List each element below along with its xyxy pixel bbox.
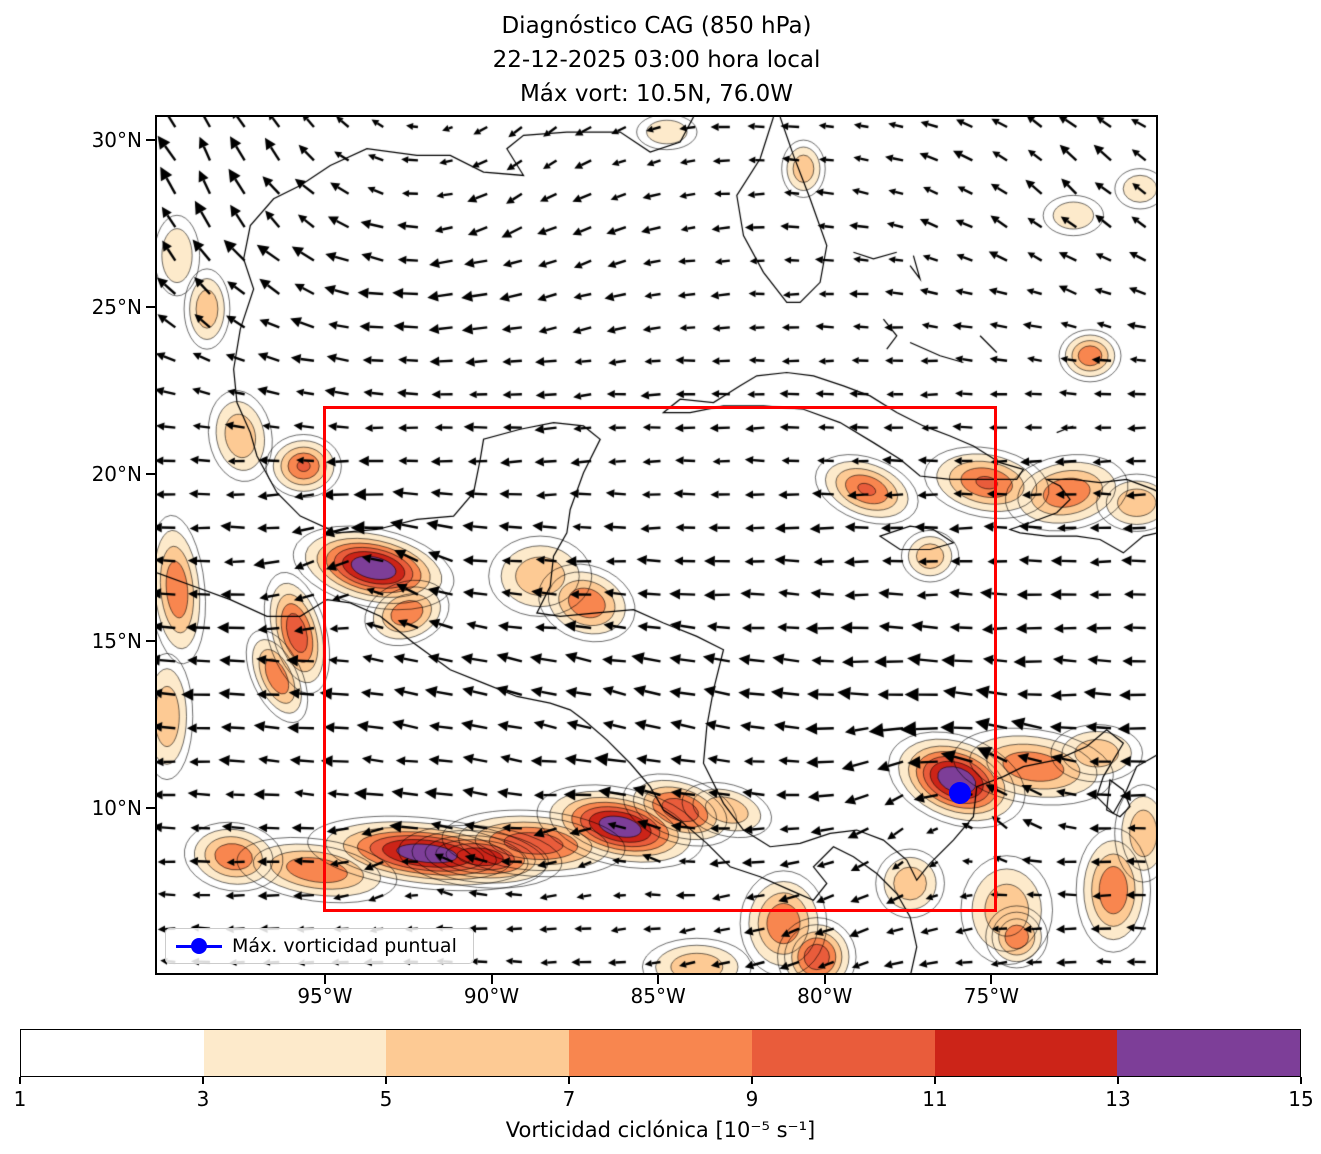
legend-marker-icon xyxy=(176,935,222,957)
map-plot-area: Máx. vorticidad puntual xyxy=(155,115,1158,975)
x-tick-mark xyxy=(990,975,993,984)
colorbar: Vorticidad ciclónica [10⁻⁵ s⁻¹] 1 3 5 7 9 11 1… xyxy=(14,1029,1314,1151)
x-tick-mark xyxy=(323,975,326,984)
colorbar-gradient xyxy=(20,1029,1301,1077)
max-vorticity-marker xyxy=(949,782,972,805)
x-tick-label: 85°W xyxy=(630,984,686,1008)
colorbar-tick-mark xyxy=(19,1077,21,1084)
colorbar-tick-label: 11 xyxy=(922,1087,948,1111)
analysis-region-box xyxy=(323,405,998,913)
y-tick-label: 15°N xyxy=(91,629,142,654)
colorbar-tick-label: 13 xyxy=(1105,1087,1131,1111)
colorbar-tick-mark xyxy=(202,1077,204,1084)
colorbar-tick-label: 7 xyxy=(562,1087,576,1111)
colorbar-segment xyxy=(386,1030,570,1076)
title-line-1: Diagnóstico CAG (850 hPa) xyxy=(501,13,812,39)
colorbar-tick-mark xyxy=(385,1077,387,1084)
y-tick-mark xyxy=(146,473,155,476)
legend-dot-icon xyxy=(191,938,207,954)
colorbar-tick-label: 3 xyxy=(196,1087,210,1111)
colorbar-segment xyxy=(203,1030,387,1076)
colorbar-tick-label: 5 xyxy=(379,1087,393,1111)
colorbar-tick-label: 15 xyxy=(1288,1087,1314,1111)
y-tick-label: 10°N xyxy=(91,796,142,820)
colorbar-tick-mark xyxy=(1300,1077,1302,1084)
x-tick-label: 95°W xyxy=(297,984,353,1008)
x-tick-mark xyxy=(657,975,660,984)
colorbar-segment xyxy=(21,1030,204,1076)
y-tick-mark xyxy=(146,139,155,142)
colorbar-tick-label: 9 xyxy=(745,1087,759,1111)
y-tick-mark xyxy=(146,807,155,809)
colorbar-tick-mark xyxy=(568,1077,570,1084)
legend: Máx. vorticidad puntual xyxy=(165,928,474,964)
y-tick-mark xyxy=(146,640,155,643)
title-line-3: Máx vort: 10.5N, 76.0W xyxy=(519,81,794,107)
x-tick-mark xyxy=(823,975,826,984)
colorbar-label: Vorticidad ciclónica [10⁻⁵ s⁻¹] xyxy=(505,1118,816,1142)
y-tick-mark xyxy=(146,306,155,309)
title-line-2: 22-12-2025 03:00 hora local xyxy=(492,47,821,73)
x-tick-label: 80°W xyxy=(797,984,853,1008)
colorbar-segment xyxy=(934,1030,1118,1076)
x-tick-mark xyxy=(490,975,493,984)
x-tick-label: 75°W xyxy=(963,984,1019,1008)
y-tick-label: 25°N xyxy=(91,295,142,320)
colorbar-tick-label: 1 xyxy=(13,1087,27,1111)
colorbar-tick-mark xyxy=(1117,1077,1119,1084)
y-tick-label: 30°N xyxy=(91,128,142,153)
colorbar-segment xyxy=(569,1030,752,1076)
figure-title: Diagnóstico CAG (850 hPa) 22-12-2025 03:… xyxy=(155,9,1158,111)
legend-label: Máx. vorticidad puntual xyxy=(232,935,457,957)
colorbar-segment xyxy=(1117,1030,1301,1076)
y-tick-label: 20°N xyxy=(91,462,142,487)
colorbar-tick-mark xyxy=(934,1077,936,1084)
colorbar-segment xyxy=(751,1030,935,1076)
colorbar-tick-mark xyxy=(751,1077,753,1084)
x-tick-label: 90°W xyxy=(463,984,520,1008)
